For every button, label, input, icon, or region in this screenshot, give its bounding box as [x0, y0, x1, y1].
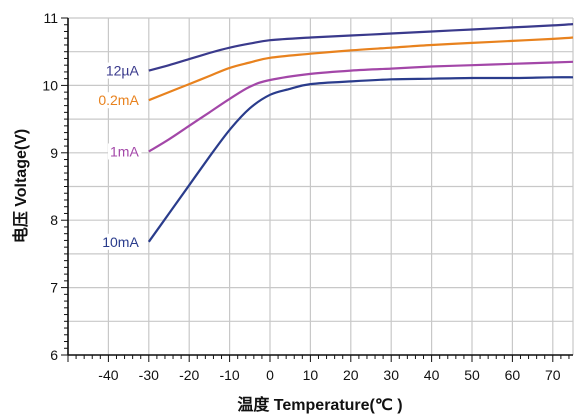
series-line-3	[147, 76, 574, 243]
x-tick-label: 60	[505, 367, 521, 383]
x-axis-title: 温度 Temperature(℃ )	[236, 395, 402, 414]
x-tick-label: 70	[545, 367, 561, 383]
series-label-0: 12µA	[106, 63, 140, 79]
x-tick-label: 50	[464, 367, 480, 383]
series-label-3: 10mA	[102, 234, 139, 250]
x-tick-label: 0	[266, 367, 274, 383]
y-tick-label: 10	[42, 77, 58, 93]
axes	[61, 17, 573, 362]
series-line-2	[148, 60, 574, 153]
series-label-background	[100, 233, 142, 250]
y-tick-label: 6	[50, 347, 58, 363]
series-line-0	[148, 23, 574, 72]
series-label-background	[108, 143, 142, 160]
series-label-2: 1mA	[110, 143, 139, 159]
series-labels: 12µA 0.2mA 1mA 10mA	[96, 62, 142, 250]
series-label-background	[103, 62, 142, 79]
x-tick-label: 40	[424, 367, 440, 383]
series-label-background	[96, 92, 142, 109]
tick-labels: -40 -30 -20 -10 0 10 20 30 40 50 60 70 6 7 8 9 10 11	[42, 10, 560, 383]
x-tick-label: -20	[179, 367, 199, 383]
series-line-1	[148, 36, 574, 102]
y-tick-label: 8	[50, 212, 58, 228]
y-tick-label: 9	[50, 145, 58, 161]
series-label-1: 0.2mA	[98, 92, 139, 108]
x-tick-label: -40	[98, 367, 118, 383]
x-tick-label: 20	[343, 367, 359, 383]
x-tick-label: -10	[219, 367, 239, 383]
x-tick-label: 30	[383, 367, 399, 383]
x-tick-label: -30	[139, 367, 159, 383]
y-tick-label: 7	[50, 280, 58, 296]
series-lines	[147, 23, 574, 243]
y-tick-label: 11	[43, 10, 58, 26]
y-axis-title: 电压 Voltage(V)	[11, 129, 30, 243]
x-tick-label: 10	[303, 367, 319, 383]
